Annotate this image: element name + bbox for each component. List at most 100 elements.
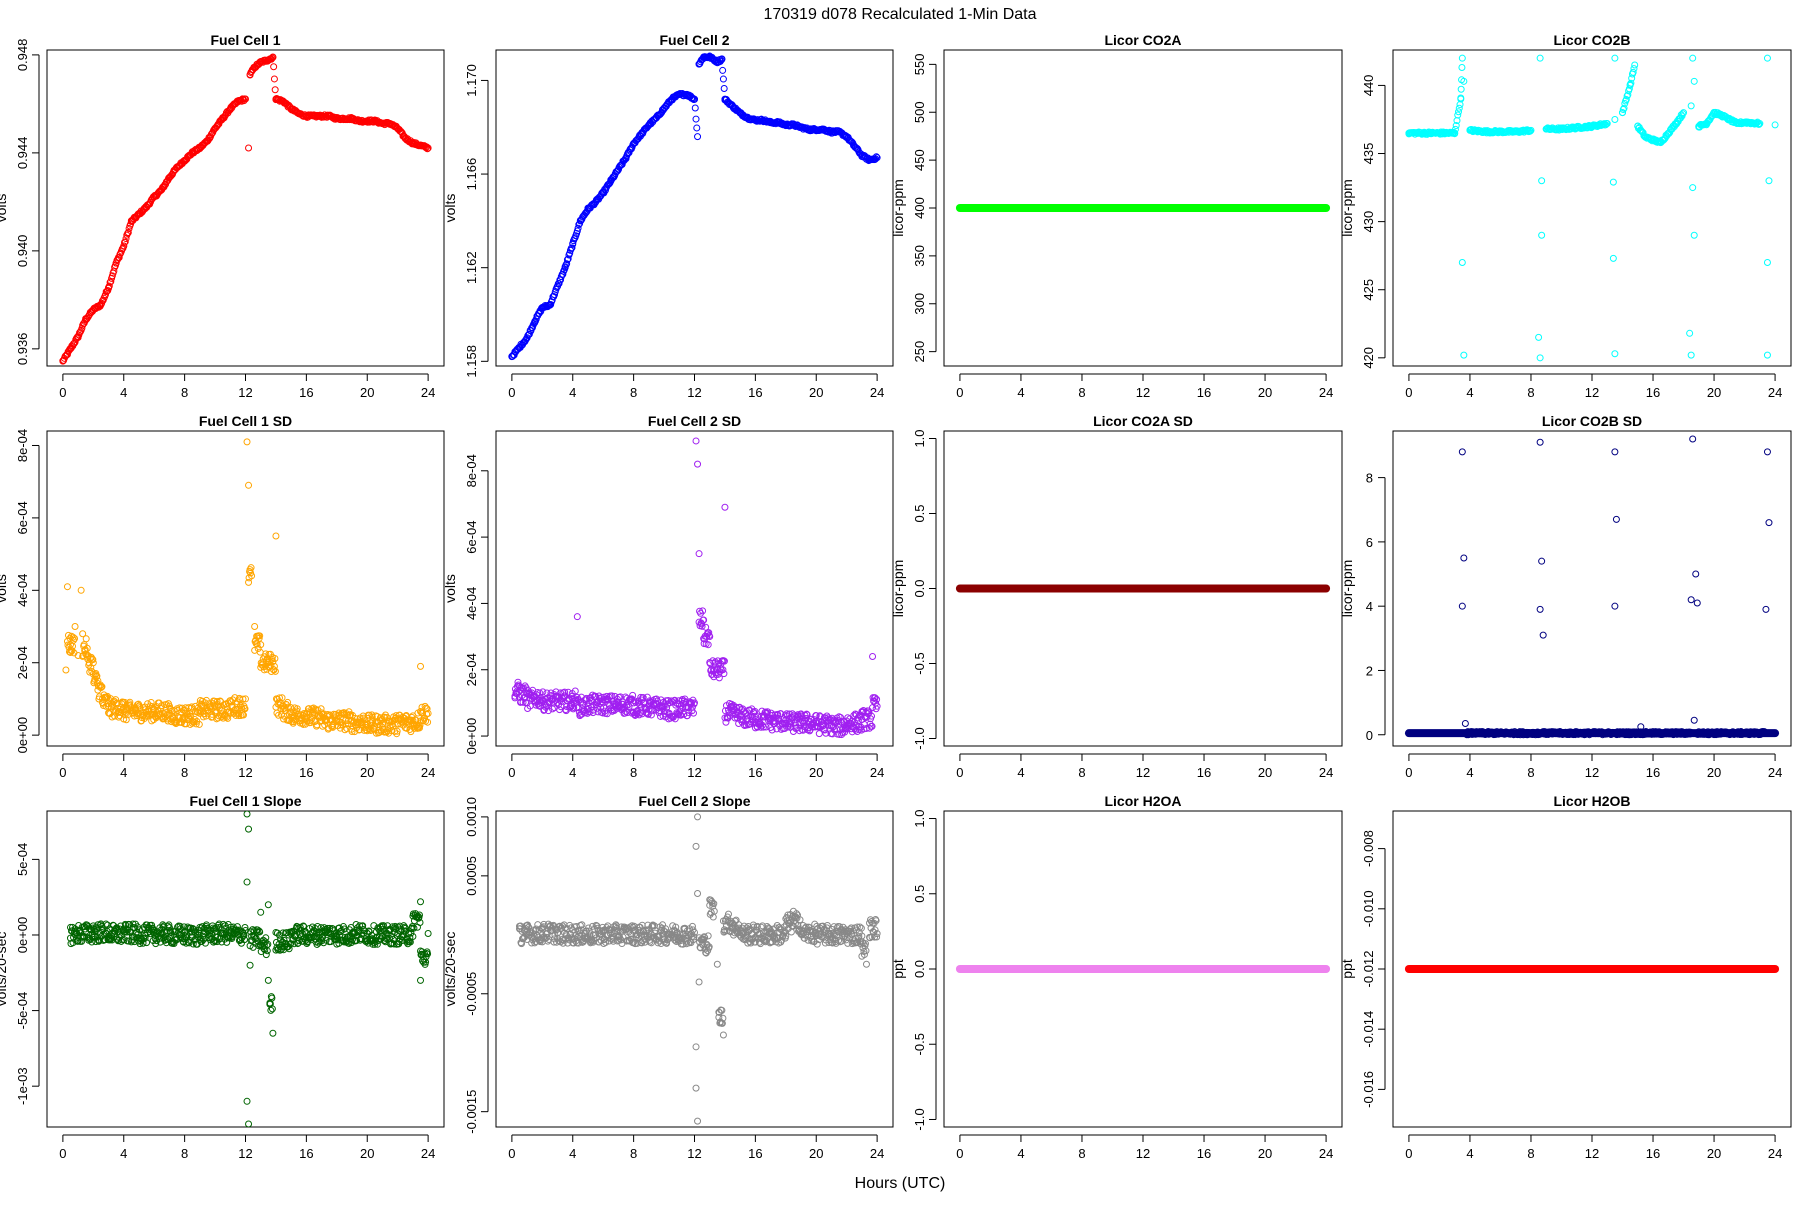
data-point — [246, 1121, 252, 1127]
x-tick-label: 0 — [956, 385, 963, 400]
data-point — [722, 504, 728, 510]
data-points — [509, 53, 880, 360]
x-tick-label: 16 — [1646, 385, 1660, 400]
data-point — [1764, 449, 1770, 455]
x-tick-label: 12 — [687, 1146, 701, 1161]
x-tick-label: 12 — [687, 385, 701, 400]
y-tick-label: -1.0 — [912, 727, 927, 749]
x-tick-label: 24 — [1768, 765, 1782, 780]
y-tick-label: 500 — [912, 101, 927, 123]
data-point — [1694, 600, 1700, 606]
y-tick-label: 2e-04 — [15, 646, 30, 679]
data-point — [273, 533, 279, 539]
y-tick-label: 6e-04 — [464, 520, 479, 553]
x-tick-label: 16 — [1197, 385, 1211, 400]
data-point — [246, 826, 252, 832]
x-axis-label: Hours (UTC) — [855, 1175, 946, 1192]
data-points — [516, 814, 880, 1124]
data-point — [72, 624, 78, 630]
data-point — [1690, 185, 1696, 191]
data-point — [244, 1098, 250, 1104]
y-axis-label: volts — [0, 574, 9, 603]
data-point — [270, 1030, 276, 1036]
y-tick-label: 4 — [1366, 599, 1373, 614]
data-point — [1539, 558, 1545, 564]
x-tick-label: 0 — [1405, 385, 1412, 400]
data-point — [244, 811, 250, 817]
y-axis-label: volts/20-sec — [442, 932, 458, 1007]
data-point — [64, 584, 70, 590]
x-tick-label: 8 — [1078, 765, 1085, 780]
data-point — [1766, 520, 1772, 526]
y-tick-label: 1.158 — [464, 345, 479, 378]
data-point — [1461, 352, 1467, 358]
panel-title: Fuel Cell 1 — [210, 32, 280, 48]
x-tick-label: 24 — [421, 385, 435, 400]
data-point — [1612, 55, 1618, 61]
y-axis-label: volts — [442, 194, 458, 223]
plot-frame — [496, 811, 893, 1127]
data-point — [246, 145, 252, 151]
x-tick-label: 12 — [687, 765, 701, 780]
data-point — [1764, 55, 1770, 61]
data-point — [1539, 178, 1545, 184]
data-point — [268, 1007, 274, 1013]
data-point — [1687, 330, 1693, 336]
x-tick-label: 8 — [1527, 385, 1534, 400]
data-point — [1688, 597, 1694, 603]
data-point — [244, 879, 250, 885]
x-tick-label: 16 — [748, 385, 762, 400]
y-tick-label: 450 — [912, 149, 927, 171]
x-tick-label: 20 — [809, 765, 823, 780]
x-tick-label: 16 — [1197, 765, 1211, 780]
data-point — [1459, 55, 1465, 61]
data-points — [512, 438, 880, 738]
x-tick-label: 4 — [569, 385, 576, 400]
panel-title: Fuel Cell 1 Slope — [189, 793, 301, 809]
y-tick-label: 0e+00 — [464, 718, 479, 755]
data-point — [1537, 439, 1543, 445]
x-tick-label: 12 — [1136, 765, 1150, 780]
x-tick-label: 16 — [1646, 765, 1660, 780]
panel-title: Fuel Cell 2 SD — [648, 413, 741, 429]
data-point — [258, 909, 264, 915]
panel-title: Licor CO2A SD — [1093, 413, 1193, 429]
x-tick-label: 20 — [360, 1146, 374, 1161]
data-point — [1459, 603, 1465, 609]
x-tick-label: 0 — [508, 1146, 515, 1161]
x-tick-label: 8 — [181, 385, 188, 400]
x-tick-label: 0 — [59, 385, 66, 400]
x-tick-label: 24 — [1319, 385, 1333, 400]
y-tick-label: 0.944 — [15, 137, 30, 170]
data-point — [1610, 255, 1616, 261]
data-point — [418, 663, 424, 669]
data-point — [418, 899, 424, 905]
x-tick-label: 12 — [238, 385, 252, 400]
y-tick-label: 8e-04 — [464, 454, 479, 487]
data-point — [418, 977, 424, 983]
data-point — [693, 438, 699, 444]
x-tick-label: 0 — [508, 385, 515, 400]
panel-title: Licor CO2B — [1553, 32, 1630, 48]
y-tick-label: 5e-04 — [15, 843, 30, 876]
x-tick-label: 24 — [870, 765, 884, 780]
data-point — [408, 729, 414, 735]
y-tick-label: 425 — [1361, 279, 1376, 301]
x-tick-label: 0 — [59, 1146, 66, 1161]
data-point — [1690, 436, 1696, 442]
y-tick-label: 0.0010 — [464, 797, 479, 837]
data-points — [67, 811, 431, 1127]
y-tick-label: 1.0 — [912, 429, 927, 447]
x-tick-label: 20 — [809, 1146, 823, 1161]
x-tick-label: 20 — [1258, 765, 1272, 780]
data-point — [1766, 178, 1772, 184]
data-point — [1459, 449, 1465, 455]
y-tick-label: 0.0005 — [464, 856, 479, 896]
